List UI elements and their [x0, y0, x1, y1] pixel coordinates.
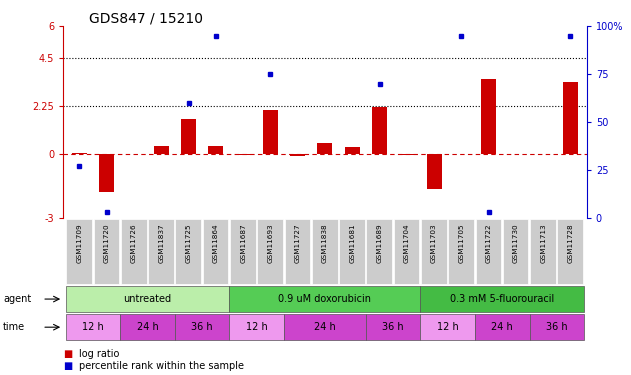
Bar — [181, 118, 196, 154]
Text: GDS847 / 15210: GDS847 / 15210 — [90, 11, 203, 25]
Bar — [394, 219, 420, 284]
Bar — [66, 219, 92, 284]
Bar — [345, 147, 360, 154]
Text: GSM11720: GSM11720 — [103, 223, 110, 262]
Bar — [66, 286, 230, 312]
Text: GSM11730: GSM11730 — [513, 223, 519, 262]
Bar — [530, 219, 556, 284]
Text: 24 h: 24 h — [314, 322, 336, 332]
Bar — [230, 314, 284, 340]
Bar — [448, 219, 474, 284]
Bar — [93, 219, 119, 284]
Text: ■: ■ — [63, 361, 73, 370]
Bar — [230, 219, 256, 284]
Bar — [421, 219, 447, 284]
Bar — [121, 314, 175, 340]
Text: 12 h: 12 h — [437, 322, 459, 332]
Text: GSM11689: GSM11689 — [377, 223, 382, 262]
Text: GSM11713: GSM11713 — [540, 223, 546, 262]
Bar — [427, 154, 442, 189]
Bar — [99, 154, 114, 192]
Bar — [72, 153, 87, 154]
Bar — [230, 286, 420, 312]
Bar — [285, 219, 310, 284]
Text: 36 h: 36 h — [191, 322, 213, 332]
Bar — [290, 154, 305, 156]
Bar — [175, 314, 230, 340]
Text: 36 h: 36 h — [546, 322, 568, 332]
Bar — [367, 219, 392, 284]
Text: 36 h: 36 h — [382, 322, 404, 332]
Bar — [557, 219, 583, 284]
Text: GSM11725: GSM11725 — [186, 223, 192, 262]
Text: GSM11838: GSM11838 — [322, 223, 328, 262]
Bar — [148, 219, 174, 284]
Text: log ratio: log ratio — [79, 350, 119, 359]
Text: untreated: untreated — [124, 294, 172, 304]
Bar — [66, 314, 121, 340]
Bar — [399, 154, 415, 155]
Text: time: time — [3, 322, 25, 332]
Bar — [121, 219, 146, 284]
Bar — [503, 219, 528, 284]
Text: 0.3 mM 5-fluorouracil: 0.3 mM 5-fluorouracil — [450, 294, 555, 304]
Text: agent: agent — [3, 294, 32, 304]
Bar — [203, 219, 228, 284]
Text: GSM11681: GSM11681 — [349, 223, 355, 262]
Text: GSM11837: GSM11837 — [158, 223, 164, 262]
Bar — [317, 143, 333, 154]
Bar — [372, 107, 387, 154]
Text: GSM11726: GSM11726 — [131, 223, 137, 262]
Bar — [235, 154, 251, 155]
Bar — [476, 219, 501, 284]
Bar — [208, 146, 223, 154]
Bar — [481, 80, 496, 154]
Bar — [475, 314, 529, 340]
Text: GSM11693: GSM11693 — [268, 223, 273, 262]
Bar — [563, 81, 578, 154]
Bar — [420, 314, 475, 340]
Text: 24 h: 24 h — [137, 322, 158, 332]
Text: GSM11709: GSM11709 — [76, 223, 83, 262]
Text: 12 h: 12 h — [82, 322, 104, 332]
Bar — [529, 314, 584, 340]
Text: GSM11728: GSM11728 — [567, 223, 574, 262]
Bar — [366, 314, 420, 340]
Bar — [339, 219, 365, 284]
Text: 12 h: 12 h — [246, 322, 268, 332]
Bar — [263, 110, 278, 154]
Text: GSM11864: GSM11864 — [213, 223, 219, 262]
Text: GSM11722: GSM11722 — [486, 223, 492, 262]
Bar — [175, 219, 201, 284]
Text: GSM11704: GSM11704 — [404, 223, 410, 262]
Bar — [257, 219, 283, 284]
Text: 0.9 uM doxorubicin: 0.9 uM doxorubicin — [278, 294, 372, 304]
Bar — [284, 314, 366, 340]
Bar — [154, 146, 169, 154]
Text: ■: ■ — [63, 350, 73, 359]
Text: percentile rank within the sample: percentile rank within the sample — [79, 361, 244, 370]
Text: GSM11705: GSM11705 — [458, 223, 464, 262]
Text: GSM11703: GSM11703 — [431, 223, 437, 262]
Bar — [312, 219, 338, 284]
Text: 24 h: 24 h — [492, 322, 513, 332]
Text: GSM11727: GSM11727 — [295, 223, 301, 262]
Bar — [420, 286, 584, 312]
Text: GSM11687: GSM11687 — [240, 223, 246, 262]
